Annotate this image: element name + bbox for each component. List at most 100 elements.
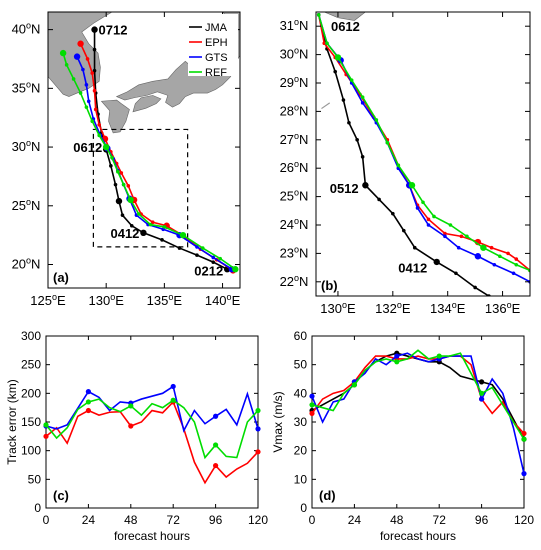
track-point-jma	[92, 68, 97, 73]
track-point-ref	[84, 105, 89, 109]
x-tick-label: 130oE	[88, 292, 124, 308]
track-ref	[317, 14, 530, 272]
track-point-ref	[465, 234, 469, 239]
x-tick-label: 24	[82, 513, 96, 527]
track-point-eph	[92, 88, 97, 93]
track-marker-jma	[140, 229, 147, 236]
track-point-eph	[426, 217, 431, 222]
track-point-gts	[492, 262, 497, 267]
y-tick-label: 25oN	[280, 188, 309, 204]
track-point-ref	[349, 78, 354, 82]
series-line-eph	[45, 400, 259, 485]
track-point-gts	[415, 206, 420, 210]
data-point-eph	[255, 449, 261, 455]
panel-label: (b)	[321, 278, 338, 293]
y-tick-label: 27oN	[280, 131, 309, 147]
track-point-jma	[120, 213, 125, 217]
track-point-eph	[443, 231, 447, 236]
series-line-ref	[45, 398, 259, 460]
y-tick-label: 29oN	[280, 74, 309, 90]
track-marker-jma	[115, 197, 123, 205]
y-tick-label: 30	[294, 415, 308, 429]
data-point-ref	[436, 353, 442, 359]
x-tick-label: 140oE	[205, 292, 241, 308]
track-point-ref	[110, 155, 114, 160]
data-point-eph	[521, 430, 527, 437]
time-label: 0612	[73, 140, 102, 155]
legend-label-gts: GTS	[205, 52, 228, 64]
track-point-ref	[71, 77, 76, 81]
y-tick-label: 30oN	[12, 138, 41, 154]
y-tick-label: 50	[28, 472, 42, 486]
x-tick-label: 0	[43, 513, 50, 527]
y-tick-label: 0	[34, 501, 41, 515]
series-line-gts	[45, 385, 259, 433]
data-point-ref	[128, 403, 134, 409]
track-point-ref	[325, 41, 329, 46]
track-point-jma	[195, 253, 199, 257]
track-point-jma	[454, 271, 458, 276]
track-point-jma	[177, 246, 182, 250]
y-tick-label: 60	[294, 329, 308, 343]
data-point-ref	[170, 397, 176, 403]
data-point-eph	[43, 433, 49, 439]
data-point-eph	[309, 410, 315, 416]
track-point-ref	[498, 254, 502, 259]
y-tick-label: 100	[21, 444, 41, 458]
land-islet	[321, 102, 331, 110]
track-point-jma	[360, 155, 365, 159]
time-label: 0512	[330, 181, 359, 196]
y-tick-label: 10	[294, 472, 308, 486]
track-marker-jma	[91, 26, 98, 33]
legend-label-ref: REF	[205, 67, 227, 79]
track-point-ref	[97, 133, 101, 138]
track-point-ref	[162, 225, 167, 229]
y-tick-label: 22oN	[280, 273, 309, 289]
track-point-jma	[473, 285, 477, 290]
y-tick-label: 50	[294, 358, 308, 372]
track-point-jma	[129, 223, 134, 228]
data-point-gts	[394, 353, 400, 359]
track-gts	[317, 14, 530, 283]
track-point-eph	[514, 257, 519, 261]
panel-label: (c)	[53, 488, 69, 503]
track-marker-gts	[73, 53, 81, 60]
track-point-ref	[200, 246, 205, 250]
time-label: 0212	[194, 263, 223, 278]
time-label: 0612	[331, 19, 360, 34]
y-tick-label: 26oN	[280, 159, 309, 175]
track-point-ref	[116, 169, 120, 174]
data-point-gts	[213, 413, 219, 419]
series-line-ref	[311, 349, 525, 440]
track-point-eph	[506, 251, 510, 256]
track-point-eph	[93, 107, 98, 112]
track-point-eph	[322, 41, 327, 46]
track-point-ref	[514, 262, 519, 267]
track-marker-ref	[102, 143, 110, 151]
track-point-jma	[401, 228, 406, 233]
plot-frame	[311, 335, 525, 509]
x-tick-label: 120	[514, 513, 534, 527]
zoom-box	[92, 128, 189, 248]
y-tick-label: 20oN	[12, 256, 41, 272]
time-label: 0412	[398, 261, 427, 276]
data-point-gts	[255, 426, 261, 432]
panel-label: (d)	[319, 488, 336, 503]
data-point-gts	[479, 396, 485, 402]
x-tick-label: 96	[475, 513, 489, 527]
panel-d-vmax-chart: 0 24 48 72 96 120 0 10 20 30 40 50 60 forecast hours V…	[271, 329, 534, 543]
track-point-ref	[64, 63, 69, 67]
track-jma	[317, 14, 490, 296]
data-point-ref	[394, 359, 400, 365]
y-axis-label: Track error (km)	[5, 379, 19, 465]
y-tick-label: 23oN	[280, 244, 309, 260]
x-tick-label: 24	[348, 513, 362, 527]
track-point-ref	[385, 140, 390, 145]
track-point-jma	[391, 211, 395, 216]
y-tick-label: 40oN	[12, 21, 41, 37]
x-tick-label: 72	[167, 513, 181, 527]
track-point-ref	[448, 223, 453, 227]
data-point-ref	[479, 390, 485, 396]
legend-label-eph: EPH	[205, 37, 228, 49]
